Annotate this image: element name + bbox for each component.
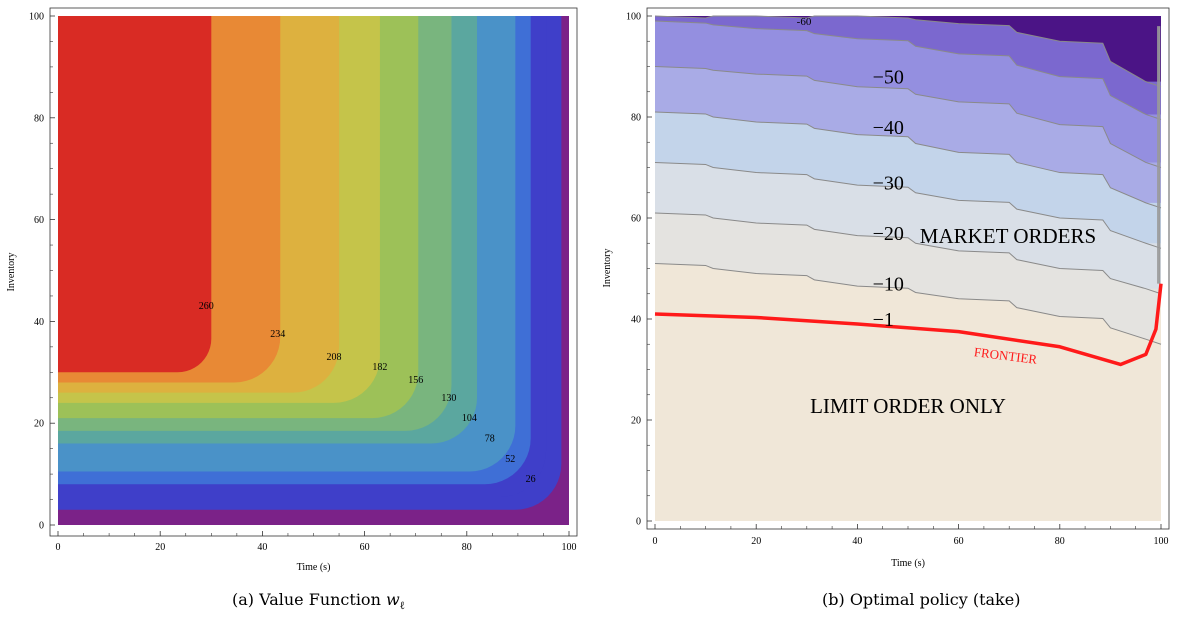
policy-contour-label: −30 xyxy=(873,173,904,195)
optimal-policy-y-tick-label: 20 xyxy=(631,416,641,427)
value-function-contour-label: 104 xyxy=(462,413,477,424)
policy-contour-label: −10 xyxy=(873,274,904,296)
value-function-y-tick-label: 100 xyxy=(29,12,44,23)
value-function-contour-label: 52 xyxy=(505,454,515,465)
policy-contour-label: -60 xyxy=(797,16,812,28)
policy-contour-label: −40 xyxy=(873,117,904,139)
value-function-contour-label: 234 xyxy=(270,329,285,340)
policy-contour-line xyxy=(654,212,1162,295)
value-function-y-axis-label: Inventory xyxy=(6,253,17,292)
policy-contour-line xyxy=(654,111,1162,209)
optimal-policy-caption: (b) Optimal policy (take) xyxy=(822,590,1021,609)
value-function-contour-label: 208 xyxy=(326,352,341,363)
value-function-y-tick-label: 60 xyxy=(34,215,44,226)
policy-contour-line xyxy=(654,161,1162,249)
market-orders-region-label: MARKET ORDERS xyxy=(920,224,1096,248)
optimal-policy-y-tick-label: 60 xyxy=(631,214,641,225)
policy-contour-line xyxy=(654,66,1162,168)
value-function-contour-label: 78 xyxy=(485,433,495,444)
value-function-caption-subscript: ℓ xyxy=(399,599,405,613)
value-function-top-margin xyxy=(50,8,577,16)
value-function-left-margin xyxy=(50,8,58,536)
value-function-y-tick-label: 20 xyxy=(34,419,44,430)
value-function-right-margin xyxy=(569,8,577,536)
optimal-policy-x-tick-label: 80 xyxy=(1055,536,1065,547)
value-function-x-tick-label: 80 xyxy=(462,542,472,553)
optimal-policy-chart: 0 0 20 20 40 40 60 60 80 80 100 100 -60 −50 −40 −30 −20… xyxy=(602,7,1170,569)
value-function-x-tick-label: 60 xyxy=(360,542,370,553)
value-function-x-axis-label: Time (s) xyxy=(297,562,331,573)
policy-contour-label: −50 xyxy=(873,67,904,89)
value-function-caption-symbol: w xyxy=(385,590,400,609)
value-function-x-tick-label: 40 xyxy=(257,542,267,553)
optimal-policy-y-tick-label: 40 xyxy=(631,315,641,326)
optimal-policy-x-axis-label: Time (s) xyxy=(891,558,925,569)
value-function-contour-label: 182 xyxy=(372,362,387,373)
value-function-region-12 xyxy=(58,8,212,373)
optimal-policy-x-tick-label: 60 xyxy=(954,536,964,547)
value-function-bottom-margin xyxy=(50,525,577,536)
optimal-policy-x-tick-label: 0 xyxy=(653,536,658,547)
value-function-y-tick-label: 40 xyxy=(34,317,44,328)
value-function-contour-label: 130 xyxy=(441,393,456,404)
value-function-caption: (a) Value Function wℓ xyxy=(232,590,405,612)
policy-contour-line xyxy=(654,15,1162,88)
optimal-policy-y-axis-label: Inventory xyxy=(602,249,613,288)
policy-contour-label: −20 xyxy=(873,223,904,245)
policy-contour-label: −1 xyxy=(873,309,894,331)
value-function-contour-label: 260 xyxy=(199,301,214,312)
value-function-x-tick-label: 0 xyxy=(56,542,61,553)
optimal-policy-y-tick-label: 80 xyxy=(631,113,641,124)
optimal-policy-x-tick-label: 20 xyxy=(751,536,761,547)
limit-order-only-region xyxy=(655,283,1161,521)
optimal-policy-y-tick-label: 100 xyxy=(626,12,641,23)
value-function-x-tick-label: 100 xyxy=(562,542,577,553)
value-function-y-tick-label: 80 xyxy=(34,113,44,124)
value-function-caption-prefix: (a) Value Function xyxy=(232,590,386,609)
frontier-line xyxy=(654,283,1163,367)
optimal-policy-y-tick-label: 0 xyxy=(636,517,641,528)
policy-contour-line xyxy=(654,20,1162,120)
value-function-x-tick-label: 20 xyxy=(155,542,165,553)
optimal-policy-x-tick-label: 100 xyxy=(1154,536,1169,547)
value-function-contour-label: 26 xyxy=(526,474,536,485)
value-function-contour-label: 156 xyxy=(408,375,423,386)
value-function-chart: 0 0 20 20 40 40 60 60 80 80 100 100 260 234 208 182 156… xyxy=(6,7,578,573)
policy-contour-line xyxy=(654,262,1162,345)
optimal-policy-x-tick-label: 40 xyxy=(852,536,862,547)
limit-order-only-region-label: LIMIT ORDER ONLY xyxy=(810,394,1006,418)
value-function-y-tick-label: 0 xyxy=(39,521,44,532)
